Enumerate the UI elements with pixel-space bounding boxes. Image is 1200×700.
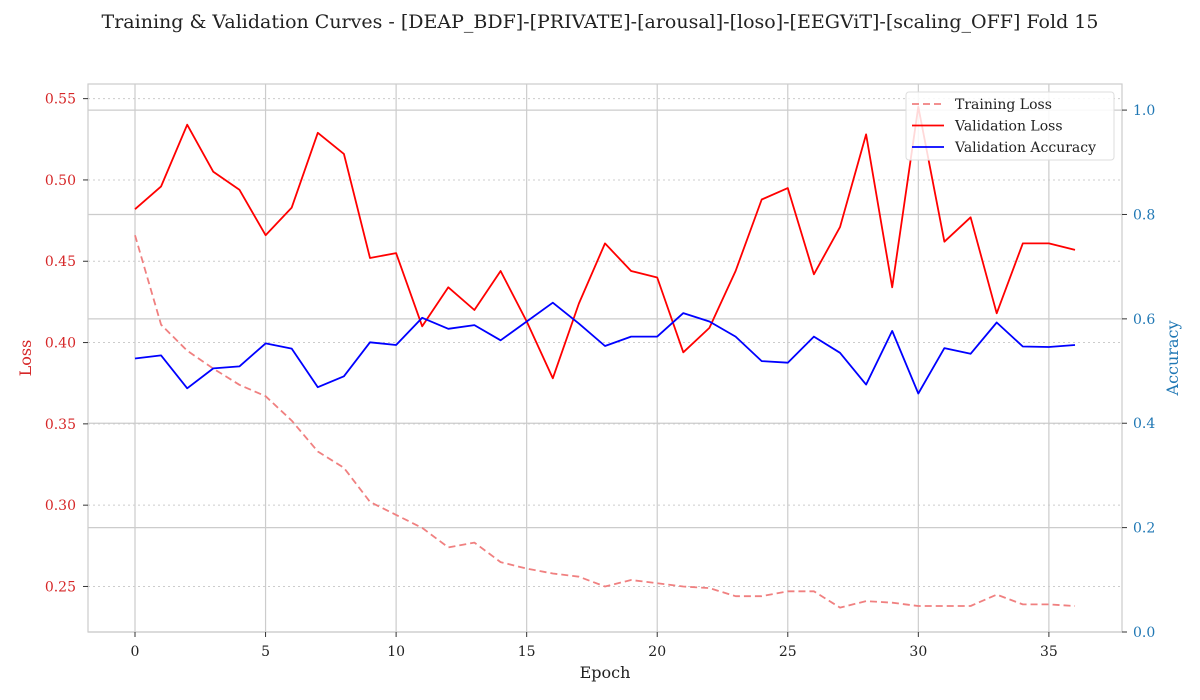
legend-label: Validation Accuracy: [954, 140, 1096, 156]
x-tick-label: 25: [779, 644, 797, 660]
y-right-tick-label: 0.6: [1133, 312, 1155, 328]
x-axis-label: Epoch: [580, 663, 631, 682]
y-left-tick-label: 0.50: [45, 173, 76, 189]
y-right-tick-label: 1.0: [1133, 103, 1155, 119]
series-layer: [134, 105, 1076, 609]
legend: Training Loss Validation Loss Validation A…: [905, 91, 1115, 161]
x-tick-label: 15: [518, 644, 536, 660]
y-left-tick-label: 0.35: [45, 417, 76, 433]
legend-label: Training Loss: [955, 97, 1052, 113]
y-left-tick-label: 0.30: [45, 498, 76, 514]
legend-box: [905, 91, 1115, 161]
x-tick-label: 0: [131, 644, 140, 660]
legend-label: Validation Loss: [954, 119, 1063, 135]
series-line-training-loss: [134, 234, 1076, 609]
x-tick-label: 20: [648, 644, 666, 660]
y-left-tick-label: 0.45: [45, 254, 76, 270]
y-right-tick-label: 0.2: [1133, 521, 1155, 537]
y-left-tick-label: 0.25: [45, 579, 76, 595]
y-right-tick-label: 0.0: [1133, 625, 1155, 641]
plot-frame: [87, 83, 1123, 633]
x-tick-label: 5: [261, 644, 270, 660]
y-right-tick-label: 0.4: [1133, 416, 1155, 432]
y-left-tick-label: 0.40: [45, 336, 76, 352]
y-axis-right-label: Accuracy: [1163, 321, 1182, 397]
x-tick-label: 30: [909, 644, 927, 660]
x-tick-label: 10: [387, 644, 405, 660]
x-tick-label: 35: [1040, 644, 1058, 660]
y-axis-left-label: Loss: [16, 340, 35, 377]
y-left-tick-label: 0.55: [45, 92, 76, 108]
chart-title: Training & Validation Curves - [DEAP_BDF…: [102, 11, 1099, 33]
y-right-tick-label: 0.8: [1133, 207, 1155, 223]
axes-layer: 0 5 10 15 20 25 30 35 0.25 0.30 0.35 0.40 0.45 0.50 0.…: [45, 92, 1156, 660]
grid-layer: [88, 84, 1122, 633]
series-line-validation-accuracy: [134, 301, 1076, 395]
